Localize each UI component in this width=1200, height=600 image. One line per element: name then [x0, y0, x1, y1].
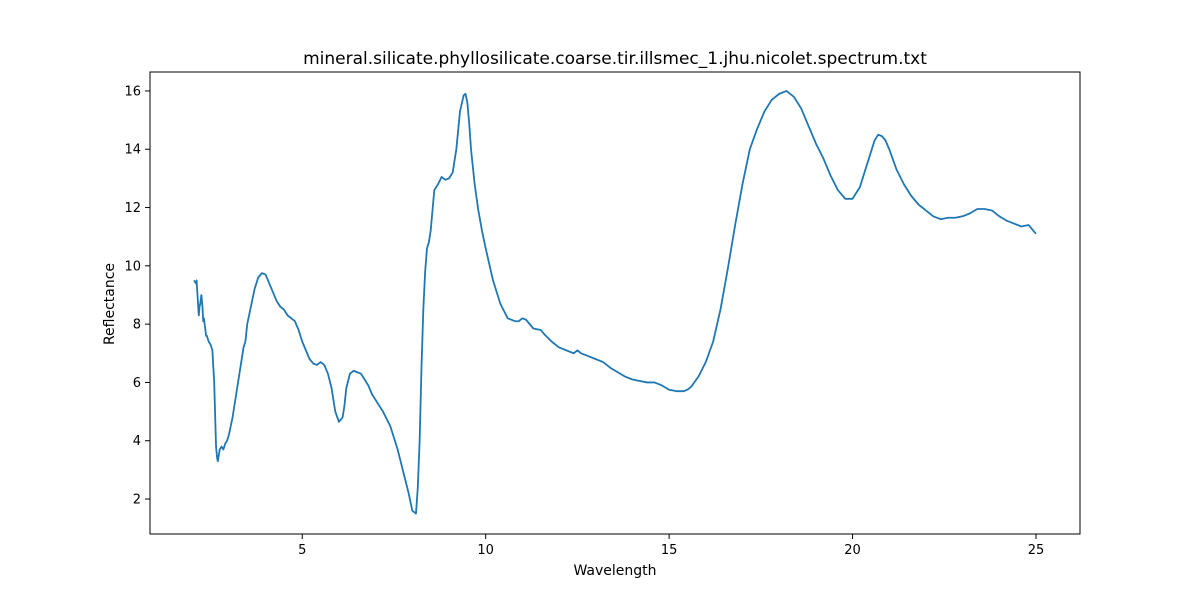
y-tick-label: 14 [124, 143, 141, 158]
plot-frame [149, 71, 1081, 535]
y-tick-label: 6 [133, 376, 141, 391]
x-tick-label: 20 [844, 543, 861, 558]
x-axis-ticks: 5 10 15 20 25 [298, 534, 1044, 558]
plot-area [193, 90, 1037, 515]
x-tick-label: 5 [298, 543, 306, 558]
y-tick-label: 2 [133, 493, 141, 508]
x-axis-label: Wavelength [573, 563, 656, 579]
y-tick-label: 8 [133, 318, 141, 333]
y-tick-label: 12 [124, 201, 141, 216]
spectrum-line-0 [193, 90, 1037, 515]
y-tick-label: 4 [133, 434, 141, 449]
x-tick-label: 25 [1028, 543, 1045, 558]
y-axis-label: Reflectance [102, 263, 118, 345]
y-tick-label: 16 [124, 84, 141, 99]
y-tick-label: 10 [124, 259, 141, 274]
x-tick-label: 10 [477, 543, 494, 558]
y-axis-ticks: 2 4 6 8 10 12 14 16 [124, 84, 150, 508]
chart-title: mineral.silicate.phyllosilicate.coarse.t… [303, 49, 927, 69]
x-tick-label: 15 [661, 543, 678, 558]
